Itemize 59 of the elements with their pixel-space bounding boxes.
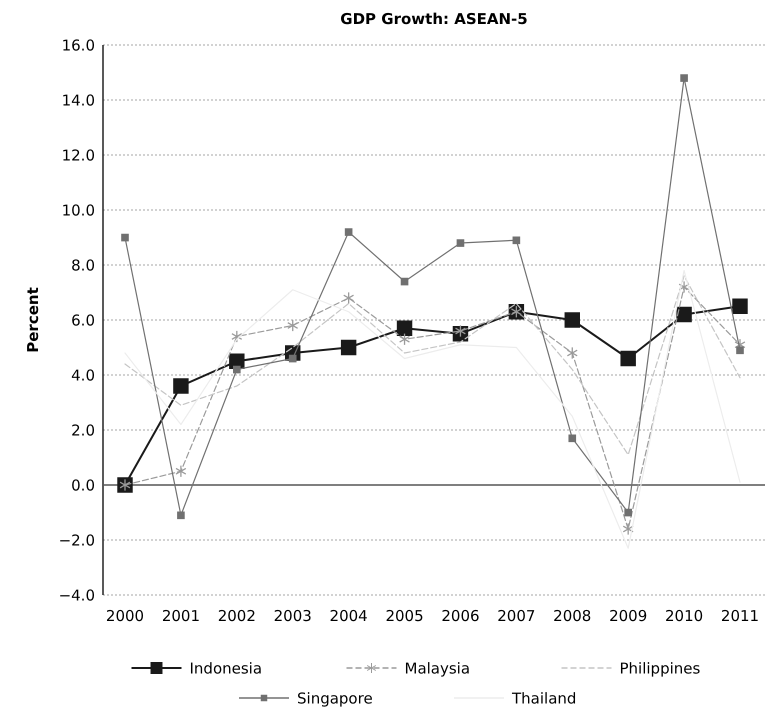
- y-tick-label: 0.0: [71, 476, 95, 494]
- point: [231, 330, 242, 343]
- x-tick-label: 2008: [553, 607, 592, 625]
- point: [121, 234, 129, 242]
- y-tick-label: 4.0: [71, 366, 95, 384]
- x-tick-label: 2009: [609, 607, 648, 625]
- legend-label: Singapore: [297, 689, 373, 708]
- line-series: [124, 275, 741, 456]
- chart-title: GDP Growth: ASEAN-5: [340, 10, 528, 28]
- point: [175, 464, 186, 478]
- x-tick-label: 2004: [330, 607, 368, 625]
- y-tick-label: 10.0: [62, 201, 95, 220]
- point: [624, 508, 632, 516]
- y-tick-label: 16.0: [62, 36, 95, 54]
- point: [344, 228, 352, 236]
- y-tick-label: 12.0: [62, 146, 95, 164]
- y-tick-label: 2.0: [71, 421, 95, 440]
- point: [454, 324, 466, 338]
- legend-label: Philippines: [620, 659, 700, 678]
- point: [732, 298, 748, 314]
- legend-label: Malaysia: [404, 659, 470, 678]
- y-axis-title: Percent: [24, 287, 42, 353]
- point: [400, 278, 408, 286]
- point: [622, 522, 634, 536]
- point: [566, 346, 578, 360]
- point: [456, 239, 464, 247]
- x-tick-label: 2001: [162, 607, 200, 625]
- y-tick-label: −4.0: [58, 586, 95, 604]
- point: [620, 350, 636, 366]
- point: [287, 319, 298, 332]
- legend-label: Thailand: [511, 689, 576, 708]
- point: [398, 332, 410, 346]
- point: [233, 366, 241, 374]
- legend-label: Indonesia: [190, 659, 262, 678]
- point: [736, 346, 744, 354]
- point: [568, 434, 576, 442]
- x-tick-label: 2011: [720, 607, 760, 625]
- point: [343, 292, 354, 304]
- point: [396, 320, 412, 336]
- point: [288, 354, 297, 362]
- point: [512, 236, 520, 244]
- x-tick-label: 2005: [385, 607, 424, 625]
- x-tick-label: 2000: [106, 607, 144, 625]
- point: [564, 312, 580, 328]
- point: [173, 378, 189, 394]
- point: [676, 306, 692, 322]
- x-tick-label: 2002: [218, 607, 256, 625]
- y-tick-label: 14.0: [62, 91, 95, 110]
- y-tick-label: 6.0: [71, 311, 95, 330]
- x-tick-label: 2006: [441, 607, 480, 625]
- x-tick-label: 2010: [664, 607, 704, 625]
- point: [340, 340, 356, 356]
- y-tick-label: −2.0: [58, 531, 95, 550]
- point: [678, 280, 690, 294]
- point: [680, 74, 688, 82]
- point: [177, 511, 185, 520]
- x-tick-label: 2007: [497, 607, 536, 625]
- x-tick-label: 2003: [274, 607, 312, 625]
- y-tick-label: 8.0: [71, 256, 95, 274]
